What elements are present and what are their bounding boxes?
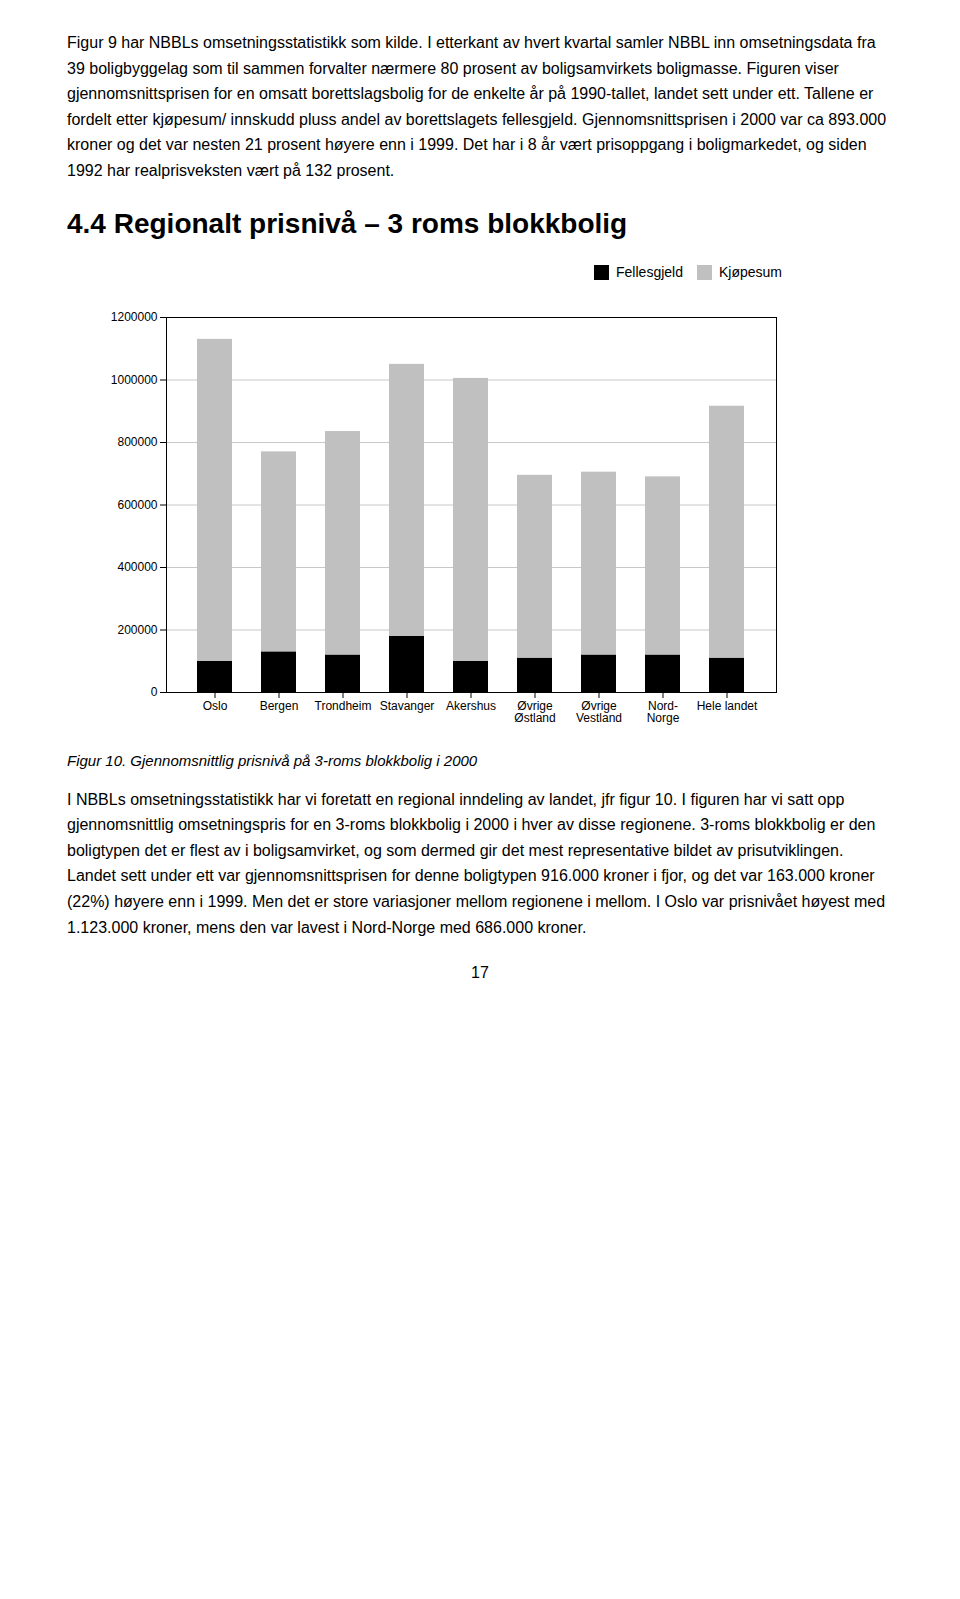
svg-text:Bergen: Bergen <box>260 699 299 713</box>
html-text:Fellesgjeld: Fellesgjeld <box>616 264 683 281</box>
svg-text:0: 0 <box>151 685 158 699</box>
svg-text:600000: 600000 <box>117 497 157 511</box>
svg-text:Hele landet: Hele landet <box>697 699 758 713</box>
svg-text:ØvrigeØstland: ØvrigeØstland <box>514 699 555 725</box>
svg-text:Akershus: Akershus <box>446 699 496 713</box>
svg-text:ØvrigeVestland: ØvrigeVestland <box>576 699 622 725</box>
svg-text:1000000: 1000000 <box>111 372 158 386</box>
svg-text:200000: 200000 <box>117 622 157 636</box>
svg-text:Trondheim: Trondheim <box>315 699 372 713</box>
svg-text:400000: 400000 <box>117 560 157 574</box>
svg-text:Oslo: Oslo <box>203 699 228 713</box>
svg-text:Stavanger: Stavanger <box>380 699 435 713</box>
html-text:I NBBLs omsetningsstatistikk h: I NBBLs omsetningsstatistikk har vi fore… <box>67 790 886 936</box>
svg-text:1200000: 1200000 <box>111 310 158 324</box>
html-text:Figur 9 har NBBLs omsetningsst: Figur 9 har NBBLs omsetningsstatistikk s… <box>67 34 887 179</box>
html-text:Kjøpesum: Kjøpesum <box>719 264 782 281</box>
html-text:17: 17 <box>471 964 489 982</box>
html-text:4.4 Regionalt prisnivå – 3 rom: 4.4 Regionalt prisnivå – 3 roms blokkbol… <box>67 207 628 239</box>
html-text:Figur 10. Gjennomsnittlig pris: Figur 10. Gjennomsnittlig prisnivå på 3-… <box>67 751 478 769</box>
svg-text:800000: 800000 <box>117 435 157 449</box>
svg-text:Nord-Norge: Nord-Norge <box>647 699 680 725</box>
